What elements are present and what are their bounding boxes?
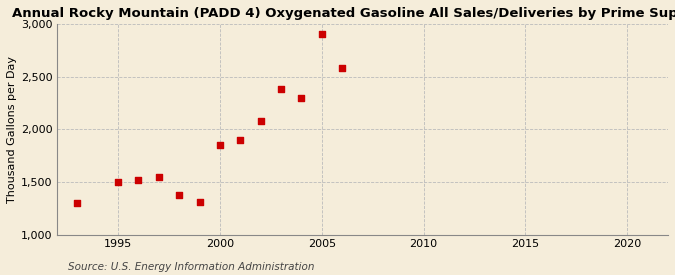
- Point: [153, 174, 164, 179]
- Point: [255, 119, 266, 123]
- Text: Source: U.S. Energy Information Administration: Source: U.S. Energy Information Administ…: [68, 262, 314, 272]
- Point: [296, 95, 306, 100]
- Point: [194, 200, 205, 205]
- Title: Annual Rocky Mountain (PADD 4) Oxygenated Gasoline All Sales/Deliveries by Prime: Annual Rocky Mountain (PADD 4) Oxygenate…: [12, 7, 675, 20]
- Point: [235, 138, 246, 142]
- Point: [337, 66, 348, 70]
- Y-axis label: Thousand Gallons per Day: Thousand Gallons per Day: [7, 56, 17, 203]
- Point: [113, 180, 124, 184]
- Point: [275, 87, 286, 91]
- Point: [317, 32, 327, 37]
- Point: [72, 201, 82, 205]
- Point: [133, 178, 144, 182]
- Point: [215, 143, 225, 147]
- Point: [173, 192, 184, 197]
